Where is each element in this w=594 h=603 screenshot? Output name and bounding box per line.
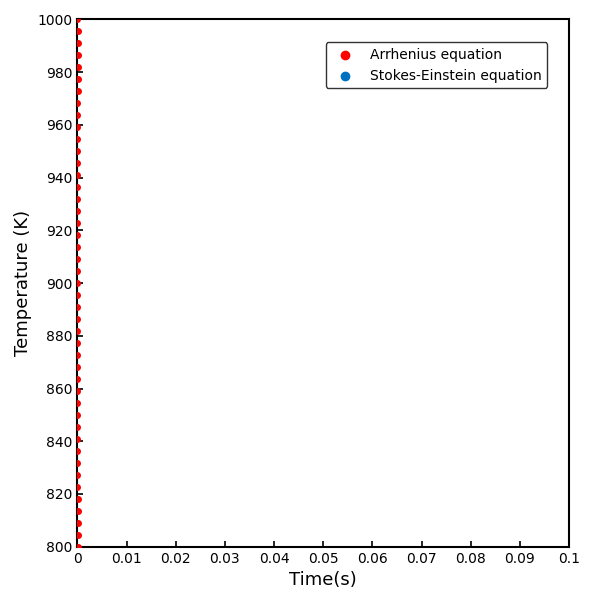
- Legend: Arrhenius equation, Stokes-Einstein equation: Arrhenius equation, Stokes-Einstein equa…: [326, 42, 548, 88]
- Arrhenius equation: [72, 110, 82, 120]
- Arrhenius equation: [72, 14, 81, 24]
- Arrhenius equation: [72, 518, 82, 528]
- Arrhenius equation: [72, 398, 82, 408]
- Arrhenius equation: [72, 267, 82, 276]
- Arrhenius equation: [72, 302, 82, 312]
- Arrhenius equation: [72, 434, 82, 444]
- Arrhenius equation: [72, 494, 82, 504]
- Y-axis label: Temperature (K): Temperature (K): [14, 210, 32, 356]
- Arrhenius equation: [72, 314, 82, 324]
- Arrhenius equation: [72, 242, 82, 252]
- Arrhenius equation: [73, 75, 83, 84]
- Arrhenius equation: [72, 171, 82, 180]
- Arrhenius equation: [72, 194, 82, 204]
- X-axis label: Time(s): Time(s): [289, 571, 357, 589]
- Arrhenius equation: [73, 27, 83, 36]
- Arrhenius equation: [73, 63, 83, 72]
- Arrhenius equation: [72, 362, 82, 372]
- Arrhenius equation: [72, 254, 82, 264]
- Arrhenius equation: [72, 290, 82, 300]
- Arrhenius equation: [72, 458, 82, 468]
- Arrhenius equation: [73, 39, 83, 48]
- Arrhenius equation: [72, 134, 82, 144]
- Arrhenius equation: [72, 482, 82, 491]
- Arrhenius equation: [72, 147, 82, 156]
- Arrhenius equation: [72, 446, 82, 456]
- Arrhenius equation: [72, 410, 82, 420]
- Arrhenius equation: [72, 326, 82, 336]
- Arrhenius equation: [72, 350, 82, 360]
- Arrhenius equation: [72, 422, 82, 432]
- Arrhenius equation: [72, 530, 82, 540]
- Arrhenius equation: [72, 542, 82, 552]
- Arrhenius equation: [72, 182, 82, 192]
- Arrhenius equation: [72, 470, 82, 479]
- Arrhenius equation: [72, 218, 82, 228]
- Arrhenius equation: [72, 206, 82, 216]
- Arrhenius equation: [72, 159, 82, 168]
- Arrhenius equation: [72, 230, 82, 240]
- Arrhenius equation: [72, 338, 82, 348]
- Arrhenius equation: [72, 86, 82, 96]
- Arrhenius equation: [73, 51, 83, 60]
- Arrhenius equation: [72, 122, 82, 132]
- Arrhenius equation: [72, 278, 82, 288]
- Arrhenius equation: [72, 386, 82, 396]
- Arrhenius equation: [72, 506, 82, 516]
- Arrhenius equation: [72, 374, 82, 384]
- Arrhenius equation: [72, 98, 82, 108]
